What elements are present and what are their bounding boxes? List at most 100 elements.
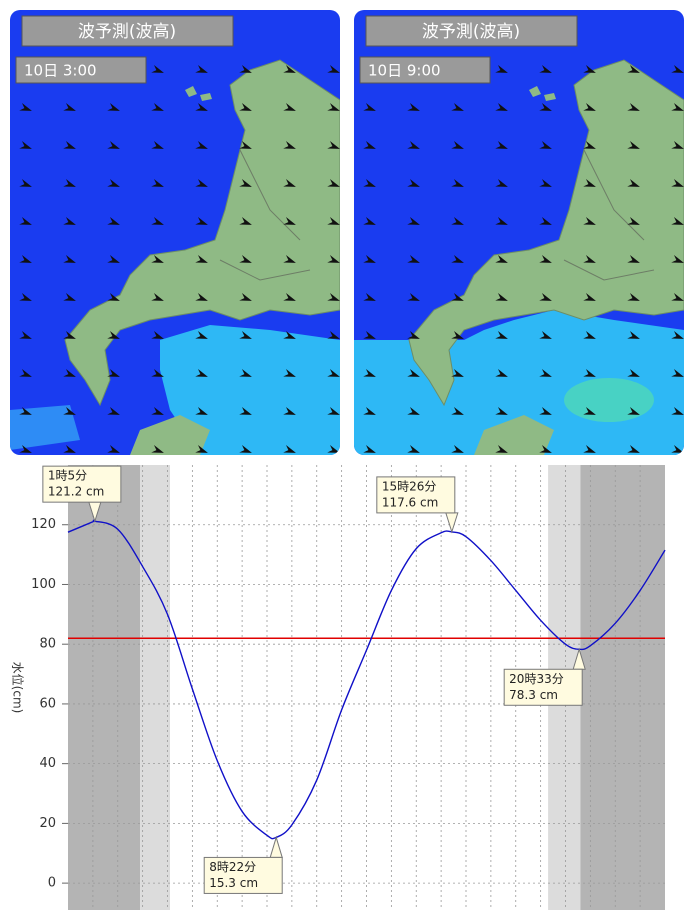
arrow — [63, 445, 76, 453]
arrow — [107, 255, 120, 263]
arrow — [583, 407, 596, 415]
night-band — [140, 465, 170, 910]
arrow — [19, 179, 32, 187]
arrow — [63, 369, 76, 377]
arrow — [627, 331, 640, 339]
arrow — [583, 255, 596, 263]
arrow — [107, 407, 120, 415]
arrow — [195, 255, 208, 263]
arrow — [407, 103, 420, 111]
arrow — [627, 255, 640, 263]
arrow — [195, 331, 208, 339]
arrow — [671, 141, 684, 149]
arrow — [495, 141, 508, 149]
arrow — [627, 445, 640, 453]
arrow — [451, 331, 464, 339]
arrow — [195, 65, 208, 73]
arrow — [151, 407, 164, 415]
arrow — [583, 331, 596, 339]
arrow — [539, 65, 552, 73]
arrow — [151, 293, 164, 301]
arrow — [539, 445, 552, 453]
arrow — [627, 65, 640, 73]
arrow — [539, 407, 552, 415]
arrow — [239, 369, 252, 377]
arrow — [151, 141, 164, 149]
y-tick-label: 0 — [48, 876, 56, 891]
arrow — [327, 255, 340, 263]
arrow — [63, 103, 76, 111]
arrow — [363, 141, 376, 149]
arrow — [451, 141, 464, 149]
arrow — [407, 445, 420, 453]
map-panel: 波予測(波高) 10日 3:00 — [10, 10, 340, 455]
wind-arrows — [19, 65, 340, 453]
arrow — [583, 445, 596, 453]
arrow — [239, 65, 252, 73]
arrow — [327, 179, 340, 187]
wind-arrows — [363, 65, 684, 453]
arrow — [627, 103, 640, 111]
arrow — [495, 255, 508, 263]
arrow — [627, 217, 640, 225]
arrow — [363, 293, 376, 301]
arrow — [363, 179, 376, 187]
arrow — [327, 217, 340, 225]
arrow — [627, 141, 640, 149]
arrow — [239, 103, 252, 111]
arrow — [151, 255, 164, 263]
arrow — [671, 217, 684, 225]
callout-box — [376, 476, 456, 514]
arrow — [539, 217, 552, 225]
arrow — [283, 179, 296, 187]
arrow — [495, 369, 508, 377]
arrow — [363, 255, 376, 263]
arrow — [151, 217, 164, 225]
arrow — [107, 369, 120, 377]
arrow — [63, 141, 76, 149]
arrow — [239, 217, 252, 225]
arrow — [327, 103, 340, 111]
title-box — [365, 15, 578, 47]
arrow — [583, 293, 596, 301]
callout-time: 20時33分 — [509, 672, 564, 686]
arrow — [327, 407, 340, 415]
arrow — [327, 445, 340, 453]
arrow — [583, 217, 596, 225]
arrow — [363, 103, 376, 111]
arrow — [539, 369, 552, 377]
arrow — [627, 369, 640, 377]
arrow — [283, 103, 296, 111]
wave-zone — [564, 378, 654, 422]
arrow — [239, 331, 252, 339]
arrow — [63, 331, 76, 339]
arrow — [107, 331, 120, 339]
map-panel: 波予測(波高) 10日 9:00 — [354, 10, 684, 455]
arrow — [195, 103, 208, 111]
y-tick-label: 80 — [39, 637, 56, 652]
arrow — [107, 103, 120, 111]
arrow — [19, 103, 32, 111]
arrow — [107, 445, 120, 453]
night-band — [68, 465, 141, 910]
arrow — [451, 293, 464, 301]
y-tick-label: 20 — [39, 816, 56, 831]
arrow — [19, 217, 32, 225]
arrow — [63, 255, 76, 263]
arrow — [151, 369, 164, 377]
arrow — [407, 141, 420, 149]
panel-time: 10日 3:00 — [24, 62, 97, 80]
arrow — [451, 445, 464, 453]
arrow — [495, 65, 508, 73]
arrow — [239, 293, 252, 301]
arrow — [283, 255, 296, 263]
arrow — [627, 293, 640, 301]
arrow — [107, 179, 120, 187]
arrow — [363, 445, 376, 453]
arrow — [671, 255, 684, 263]
arrow — [407, 407, 420, 415]
arrow — [407, 217, 420, 225]
arrow — [327, 293, 340, 301]
y-tick-label: 120 — [31, 517, 56, 532]
